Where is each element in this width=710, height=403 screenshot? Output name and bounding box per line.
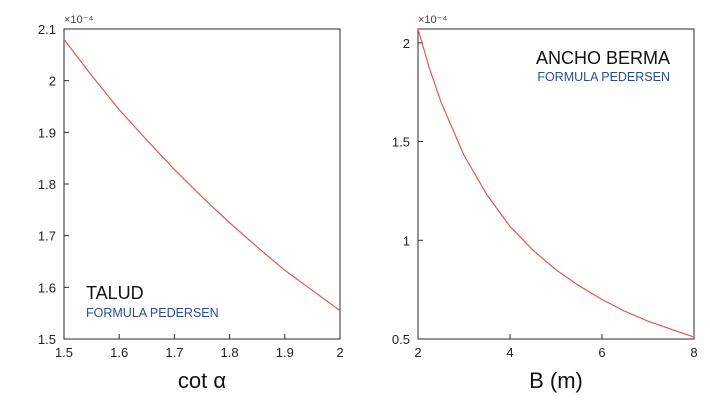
berma-x-tick-label: 6: [598, 345, 605, 360]
berma-annotation-title: ANCHO BERMA: [536, 48, 670, 68]
talud-y-tick-label: 1.9: [38, 125, 56, 140]
talud-x-tick-label: 2: [336, 345, 343, 360]
talud-chart: ×10⁻⁴ cot α TALUD FORMULA PEDERSEN 1.5 1.…: [38, 14, 344, 393]
berma-y-tick-label: 2: [403, 36, 410, 51]
talud-x-tick-label: 1.6: [110, 345, 128, 360]
talud-x-tick-label: 1.7: [165, 345, 183, 360]
talud-annotation-subtitle: FORMULA PEDERSEN: [86, 306, 219, 320]
berma-x-axis-label: B (m): [529, 368, 583, 393]
berma-x-tick-label: 4: [506, 345, 513, 360]
talud-series-line: [63, 38, 341, 312]
berma-annotation-subtitle: FORMULA PEDERSEN: [537, 70, 670, 84]
berma-x-tick-label: 2: [414, 345, 421, 360]
ancho-berma-chart: ×10⁻⁴ B (m) ANCHO BERMA FORMULA PEDERSEN…: [392, 14, 698, 393]
talud-y-tick-label: 1.5: [38, 332, 56, 347]
talud-x-axis-label: cot α: [178, 368, 226, 393]
talud-x-tick-label: 1.5: [55, 345, 73, 360]
berma-y-tick-label: 0.5: [392, 332, 410, 347]
talud-y-tick-label: 1.8: [38, 177, 56, 192]
berma-series-line: [417, 28, 695, 338]
berma-axes-box: [417, 28, 695, 340]
berma-y-tick-label: 1.5: [392, 135, 410, 150]
berma-x-tick-label: 8: [690, 345, 697, 360]
talud-exponent-label: ×10⁻⁴: [64, 14, 93, 26]
talud-y-tick-label: 1.7: [38, 229, 56, 244]
talud-y-tick-label: 1.6: [38, 280, 56, 295]
berma-exponent-label: ×10⁻⁴: [418, 14, 447, 26]
talud-x-tick-label: 1.8: [221, 345, 239, 360]
berma-y-tick-label: 1: [403, 233, 410, 248]
talud-y-tick-label: 2.1: [38, 22, 56, 37]
talud-x-tick-label: 1.9: [276, 345, 294, 360]
talud-y-tick-label: 2: [49, 74, 56, 89]
talud-annotation-title: TALUD: [86, 283, 144, 303]
